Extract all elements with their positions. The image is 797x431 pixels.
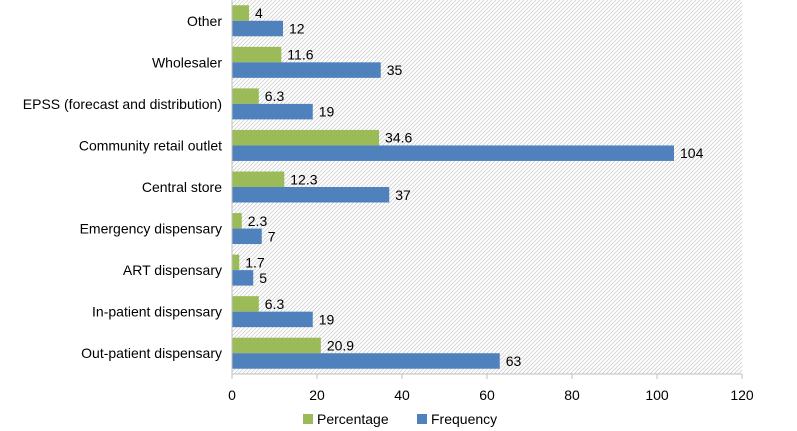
data-label-percentage-7: 6.3 bbox=[265, 296, 285, 312]
data-label-frequency-6: 5 bbox=[259, 270, 267, 286]
bar-frequency-6 bbox=[232, 270, 254, 286]
bar-percentage-4 bbox=[232, 171, 285, 187]
bar-frequency-7 bbox=[232, 311, 313, 328]
category-label-3: Community retail outlet bbox=[79, 137, 222, 153]
legend-swatch-percentage bbox=[303, 414, 313, 424]
category-label-0: Other bbox=[187, 13, 222, 29]
bar-frequency-3 bbox=[232, 145, 674, 161]
x-tick-label-0: 0 bbox=[228, 387, 236, 403]
data-label-frequency-1: 35 bbox=[387, 62, 403, 78]
bar-percentage-0 bbox=[232, 5, 249, 21]
bar-frequency-4 bbox=[232, 187, 390, 203]
bar-percentage-2 bbox=[232, 88, 259, 104]
bar-percentage-1 bbox=[232, 46, 282, 63]
category-labels: Other Wholesaler EPSS (forecast and distri… bbox=[23, 13, 223, 361]
x-axis: 0 20 40 60 80 100 120 bbox=[228, 0, 754, 403]
bar-frequency-0 bbox=[232, 20, 283, 37]
bar-percentage-8 bbox=[232, 337, 321, 354]
category-label-2: EPSS (forecast and distribution) bbox=[23, 96, 222, 112]
bar-frequency-2 bbox=[232, 103, 313, 120]
bar-percentage-6 bbox=[232, 254, 240, 271]
data-label-frequency-7: 19 bbox=[319, 311, 335, 327]
category-label-7: In-patient dispensary bbox=[92, 304, 222, 320]
data-label-percentage-8: 20.9 bbox=[327, 337, 354, 353]
category-label-8: Out-patient dispensary bbox=[81, 345, 222, 361]
data-label-percentage-1: 11.6 bbox=[287, 47, 313, 63]
data-label-percentage-5: 2.3 bbox=[248, 213, 268, 229]
x-tick-label-1: 20 bbox=[309, 387, 325, 403]
data-label-percentage-4: 12.3 bbox=[290, 171, 317, 187]
category-label-6: ART dispensary bbox=[123, 262, 222, 278]
bars-layer: 4 12 11.6 35 6.3 19 34.6 104 12.3 37 2.371.75 6.3 19… bbox=[232, 5, 704, 369]
x-tick-label-4: 80 bbox=[564, 387, 580, 403]
data-label-frequency-2: 19 bbox=[319, 104, 335, 120]
x-tick-label-2: 40 bbox=[394, 387, 410, 403]
category-label-4: Central store bbox=[142, 179, 222, 195]
data-label-percentage-3: 34.6 bbox=[385, 130, 412, 146]
data-label-percentage-6: 1.7 bbox=[245, 254, 265, 270]
bar-frequency-1 bbox=[232, 62, 381, 78]
data-label-frequency-5: 7 bbox=[268, 228, 276, 244]
legend-swatch-frequency bbox=[417, 414, 427, 424]
data-label-frequency-3: 104 bbox=[680, 145, 704, 161]
x-tick-label-3: 60 bbox=[479, 387, 495, 403]
legend-label-frequency: Frequency bbox=[431, 411, 497, 427]
data-label-percentage-0: 4 bbox=[255, 5, 263, 21]
legend-label-percentage: Percentage bbox=[317, 411, 389, 427]
legend: Percentage Frequency bbox=[303, 411, 497, 427]
data-label-frequency-8: 63 bbox=[506, 353, 522, 369]
x-tick-label-5: 100 bbox=[645, 387, 669, 403]
bar-frequency-8 bbox=[232, 353, 500, 369]
bar-frequency-5 bbox=[232, 228, 262, 245]
category-label-1: Wholesaler bbox=[152, 54, 222, 70]
x-tick-label-6: 120 bbox=[730, 387, 754, 403]
data-label-frequency-4: 37 bbox=[395, 187, 411, 203]
bar-percentage-5 bbox=[232, 213, 242, 229]
data-label-frequency-0: 12 bbox=[289, 21, 305, 37]
data-label-percentage-2: 6.3 bbox=[265, 88, 285, 104]
category-label-5: Emergency dispensary bbox=[80, 221, 222, 237]
bar-percentage-3 bbox=[232, 129, 380, 146]
bar-percentage-7 bbox=[232, 296, 259, 312]
